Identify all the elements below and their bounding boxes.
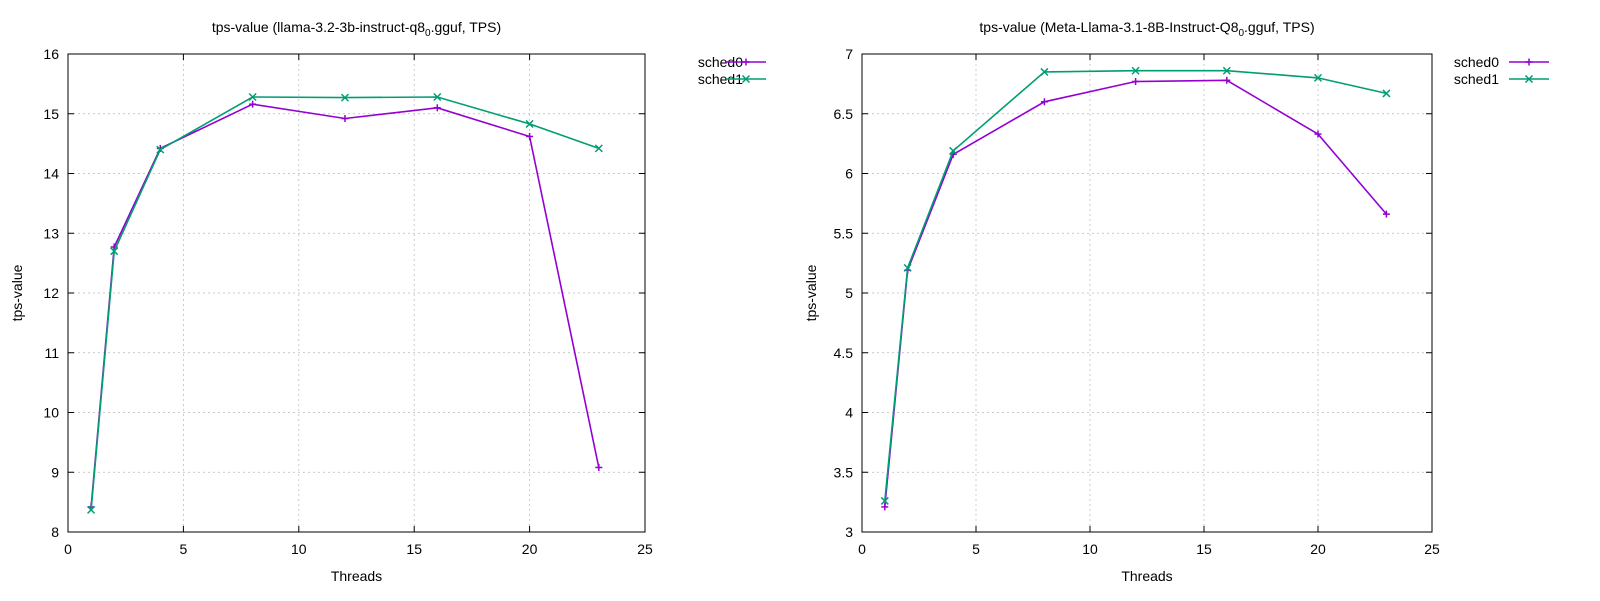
series-sched1 <box>87 92 603 514</box>
data-point-sched0 <box>1382 210 1390 218</box>
data-point-sched1 <box>110 247 119 256</box>
series-line-sched1 <box>90 96 600 510</box>
x-tick-label: 20 <box>522 541 538 557</box>
chart-title-subscript: 0 <box>1238 28 1244 39</box>
chart-panel-0: 0 5 10 15 20 25 8 9 10 11 12 13 14 15 16 tps-value (lla… <box>9 19 766 584</box>
data-point-sched1 <box>433 92 442 102</box>
data-point-sched1 <box>1131 66 1140 75</box>
chart-title: tps-value (llama-3.2-3b-instruct-q80.ggu… <box>212 19 501 39</box>
chart-title-prefix: tps-value (llama-3.2-3b-instruct-q8 <box>212 19 425 35</box>
series-line-sched0 <box>90 103 600 507</box>
data-point-sched1 <box>1222 66 1231 75</box>
x-tick-label: 20 <box>1310 541 1326 557</box>
y-axis-label: tps-value <box>803 264 819 321</box>
x-axis-label: Threads <box>1121 568 1172 584</box>
legend-marker-sched0 <box>1525 58 1533 66</box>
y-tick-label: 5 <box>845 285 853 301</box>
data-point-sched1 <box>1382 89 1391 98</box>
y-tick-label: 4 <box>845 405 853 421</box>
x-tick-label: 5 <box>972 541 980 557</box>
y-tick-label: 11 <box>44 345 59 361</box>
y-tick-label: 14 <box>43 166 59 182</box>
y-tick-label: 9 <box>51 464 59 480</box>
data-point-sched0 <box>1223 76 1231 84</box>
data-point-sched1 <box>525 119 534 128</box>
data-point-sched1 <box>1040 67 1049 76</box>
x-tick-label: 25 <box>637 541 653 557</box>
y-tick-label: 10 <box>43 405 59 421</box>
legend-label-sched1: sched1 <box>698 71 743 87</box>
data-point-sched0 <box>595 463 603 471</box>
x-tick-label: 25 <box>1424 541 1440 557</box>
x-tick-label: 10 <box>1082 541 1098 557</box>
y-tick-label: 7 <box>845 46 853 62</box>
x-tick-label: 10 <box>291 541 307 557</box>
x-tick-label: 15 <box>406 541 422 557</box>
x-tick-label: 5 <box>180 541 188 557</box>
x-tick-label: 0 <box>64 541 72 557</box>
data-point-sched1 <box>248 92 257 102</box>
data-point-sched0 <box>1314 130 1322 138</box>
series-line-sched1 <box>884 69 1387 501</box>
y-tick-label: 16 <box>43 46 59 62</box>
data-point-sched0 <box>881 503 889 511</box>
series-sched0 <box>881 76 1390 511</box>
series-line-sched0 <box>884 79 1388 507</box>
data-point-sched0 <box>249 100 257 108</box>
y-tick-label: 5.5 <box>834 225 854 241</box>
chart-title: tps-value (Meta-Llama-3.1-8B-Instruct-Q8… <box>979 19 1314 39</box>
data-point-sched1 <box>87 505 96 514</box>
legend-label-sched0: sched0 <box>698 54 743 70</box>
y-tick-label: 3 <box>845 524 853 540</box>
data-point-sched1 <box>156 145 165 154</box>
data-point-sched1 <box>949 146 958 155</box>
chart-title-suffix: .gguf, TPS) <box>1244 19 1315 35</box>
chart-title-subscript: 0 <box>425 28 431 39</box>
chart-title-suffix: .gguf, TPS) <box>431 19 502 35</box>
data-point-sched1 <box>880 496 889 505</box>
data-point-sched1 <box>903 263 912 272</box>
y-tick-label: 4.5 <box>834 345 854 361</box>
data-point-sched0 <box>341 115 349 123</box>
legend-marker-sched1 <box>1524 74 1534 84</box>
series-sched0 <box>87 100 603 511</box>
chart-panel-1: 0 5 10 15 20 25 3 3.5 4 4.5 5 5.5 6 6.5 7 tps-value (Me… <box>803 19 1549 584</box>
y-tick-label: 13 <box>43 225 59 241</box>
data-point-sched0 <box>1040 98 1048 106</box>
y-tick-label: 8 <box>51 524 59 540</box>
legend-marker-sched1 <box>741 74 751 84</box>
y-tick-label: 12 <box>43 285 59 301</box>
legend-marker-sched0 <box>742 58 750 66</box>
y-tick-label: 3.5 <box>834 464 854 480</box>
y-axis-label: tps-value <box>9 264 25 321</box>
y-tick-label: 15 <box>43 106 59 122</box>
data-point-sched0 <box>1132 77 1140 85</box>
x-tick-label: 15 <box>1196 541 1212 557</box>
data-point-sched1 <box>340 93 349 102</box>
series-sched1 <box>880 66 1391 505</box>
x-axis-label: Threads <box>331 568 382 584</box>
data-point-sched0 <box>526 132 534 140</box>
legend-label-sched0: sched0 <box>1454 54 1499 70</box>
data-point-sched1 <box>594 144 603 153</box>
data-point-sched1 <box>1313 73 1323 82</box>
data-point-sched0 <box>433 104 441 112</box>
legend-label-sched1: sched1 <box>1454 71 1499 87</box>
chart-title-prefix: tps-value (Meta-Llama-3.1-8B-Instruct-Q8 <box>979 19 1238 35</box>
y-tick-label: 6.5 <box>834 106 854 122</box>
y-tick-label: 6 <box>845 166 853 182</box>
x-tick-label: 0 <box>858 541 866 557</box>
